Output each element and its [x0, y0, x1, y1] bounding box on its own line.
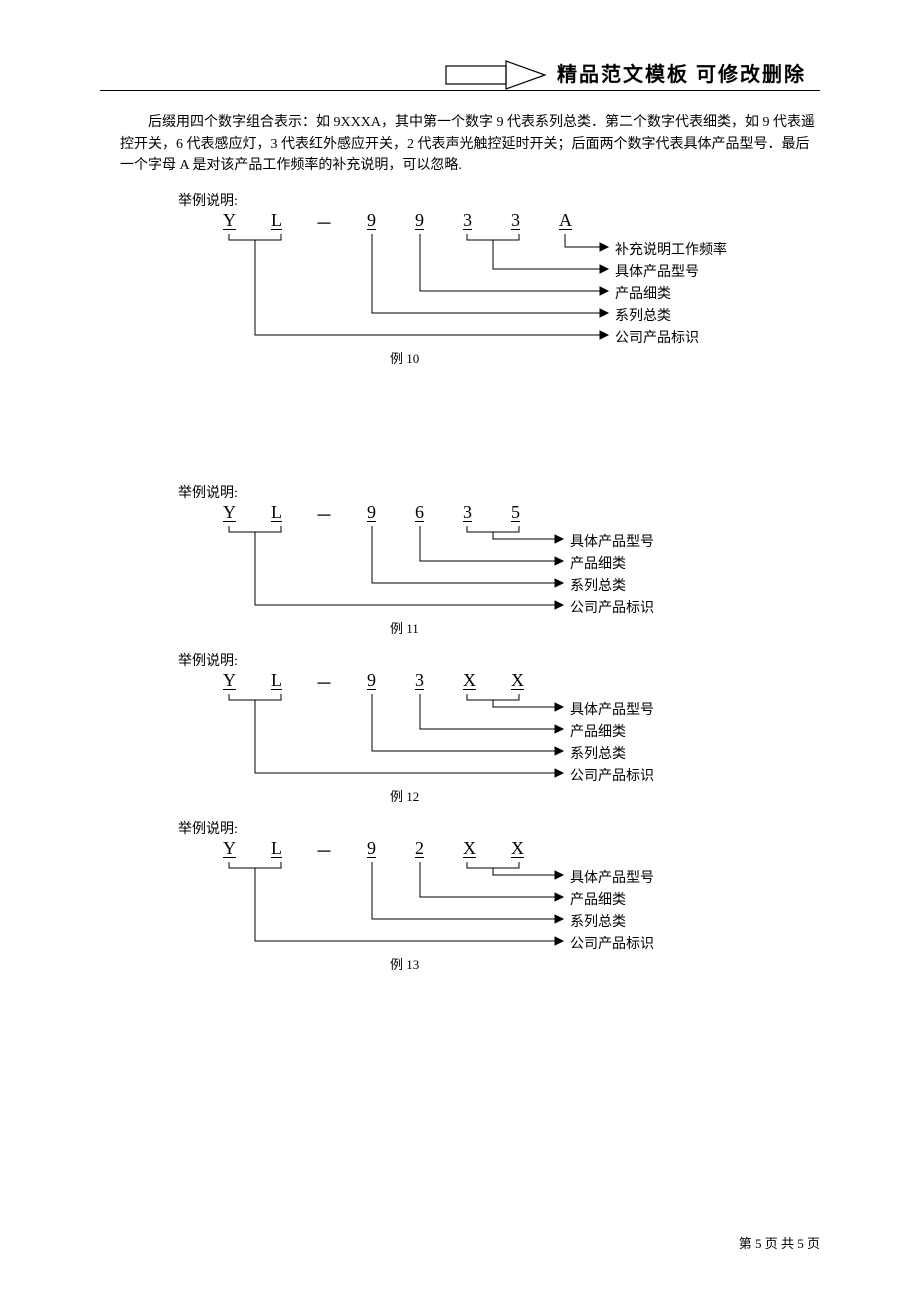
diagram-10: Y L － 9 9 3 3 A 补充说明工作频率 具体产品型号 产品细类 系列总… — [205, 210, 705, 370]
diagram-label: 具体产品型号 — [570, 531, 654, 551]
diagram-lines — [205, 670, 705, 810]
example-intro-2: 举例说明: — [178, 650, 238, 670]
diagram-label: 公司产品标识 — [570, 765, 654, 785]
diagram-label: 公司产品标识 — [570, 597, 654, 617]
diagram-label: 具体产品型号 — [615, 261, 699, 281]
diagram-label: 补充说明工作频率 — [615, 239, 727, 259]
diagram-caption-10: 例 10 — [390, 348, 419, 367]
diagram-lines — [205, 502, 705, 642]
header-title: 精品范文模板 可修改删除 — [557, 58, 806, 87]
intro-paragraph: 后缀用四个数字组合表示：如 9XXXA，其中第一个数字 9 代表系列总类．第二个… — [120, 112, 820, 177]
diagram-caption-12: 例 12 — [390, 786, 419, 805]
page-footer: 第 5 页 共 5 页 — [739, 1233, 820, 1252]
diagram-label: 公司产品标识 — [615, 327, 699, 347]
diagram-caption-11: 例 11 — [390, 618, 419, 637]
diagram-label: 系列总类 — [570, 743, 626, 763]
diagram-label: 产品细类 — [570, 553, 626, 573]
diagram-label: 具体产品型号 — [570, 867, 654, 887]
header-arrow-icon — [445, 60, 555, 90]
diagram-13: Y L － 9 2 X X 具体产品型号 产品细类 系列总类 公司产品标识 — [205, 838, 705, 978]
diagram-label: 产品细类 — [615, 283, 671, 303]
example-intro-1: 举例说明: — [178, 482, 238, 502]
page-header: 精品范文模板 可修改删除 — [0, 50, 920, 100]
diagram-label: 公司产品标识 — [570, 933, 654, 953]
diagram-label: 系列总类 — [615, 305, 671, 325]
diagram-label: 系列总类 — [570, 911, 626, 931]
diagram-12: Y L － 9 3 X X 具体产品型号 产品细类 系列总类 公司产品标识 — [205, 670, 705, 810]
diagram-11: Y L － 9 6 3 5 具体产品型号 产品细类 系列总类 公司产品标识 — [205, 502, 705, 642]
diagram-label: 产品细类 — [570, 721, 626, 741]
example-intro-0: 举例说明: — [178, 190, 238, 210]
diagram-label: 产品细类 — [570, 889, 626, 909]
header-divider — [100, 90, 820, 91]
example-intro-3: 举例说明: — [178, 818, 238, 838]
diagram-caption-13: 例 13 — [390, 954, 419, 973]
diagram-label: 具体产品型号 — [570, 699, 654, 719]
diagram-lines — [205, 838, 705, 978]
diagram-label: 系列总类 — [570, 575, 626, 595]
